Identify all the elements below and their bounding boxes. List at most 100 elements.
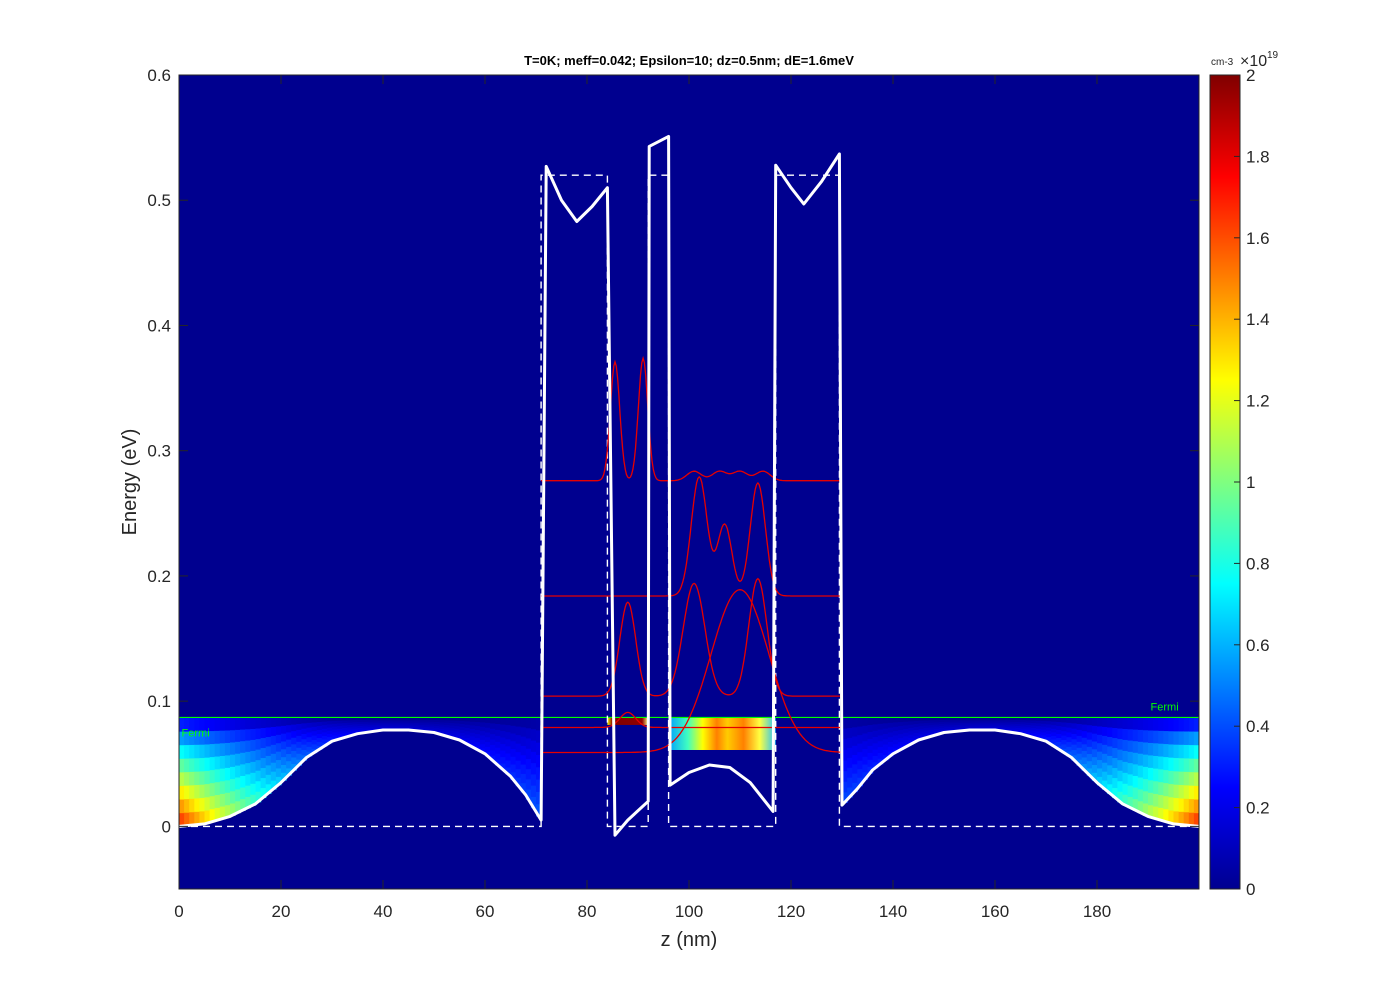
density-right-contact [1188, 771, 1195, 786]
density-left-contact [209, 769, 216, 784]
density-left-contact [204, 730, 211, 745]
density-right-contact [1025, 729, 1032, 732]
density-right-contact [1127, 728, 1134, 741]
density-left-contact [347, 722, 353, 725]
density-right-contact [887, 727, 894, 733]
density-left-contact [469, 717, 476, 722]
density-left-contact [347, 726, 353, 730]
density-left-contact [525, 748, 532, 759]
density-right-contact [1173, 784, 1180, 799]
colorbar-tick-label: 1.8 [1246, 147, 1270, 166]
density-left-contact [245, 739, 251, 752]
density-right-contact [893, 748, 899, 753]
density-right-contact [969, 717, 976, 720]
density-right-contact [1081, 743, 1088, 751]
density-right-contact [1178, 757, 1185, 772]
density-left-contact [326, 730, 333, 734]
density-left-contact [326, 723, 333, 728]
density-left-contact [449, 732, 455, 736]
density-right-contact [954, 722, 960, 725]
density-right-contact [995, 725, 1001, 728]
density-left-contact [224, 792, 231, 806]
density-right-contact [969, 722, 976, 725]
density-right-contact [1076, 723, 1083, 730]
density-right-contact [1117, 717, 1124, 729]
density-left-contact [265, 717, 272, 728]
density-left-contact [454, 717, 461, 721]
density-left-contact [352, 730, 359, 733]
density-left-contact [250, 794, 257, 806]
density-left-contact [510, 740, 517, 750]
density-right-contact [918, 731, 925, 735]
density-right-contact [898, 717, 904, 723]
plot-background [179, 75, 1199, 889]
density-left-contact [179, 785, 185, 800]
density-right-contact [893, 739, 899, 745]
density-left-contact [204, 783, 211, 798]
density-left-contact [326, 726, 333, 731]
density-left-contact [393, 726, 399, 729]
density-right-contact [842, 770, 848, 782]
density-right-contact [882, 722, 889, 729]
density-right-contact [857, 768, 863, 778]
colorbar-tick-label: 1.2 [1246, 392, 1270, 411]
density-left-contact [224, 767, 231, 781]
density-right-contact [1025, 724, 1032, 728]
density-left-contact [184, 730, 190, 746]
density-right-contact [1173, 744, 1180, 759]
density-right-contact [1117, 780, 1124, 792]
density-left-contact [281, 772, 287, 781]
density-left-contact [270, 762, 277, 772]
density-right-contact [877, 752, 884, 759]
density-right-contact [1010, 717, 1016, 720]
density-right-contact [1112, 767, 1118, 779]
density-right-contact [1061, 739, 1067, 745]
density-left-contact [301, 738, 308, 745]
density-right-contact [1193, 771, 1199, 786]
density-left-contact [418, 727, 425, 731]
density-left-contact [469, 724, 476, 730]
density-right-contact [1000, 719, 1006, 722]
density-left-contact [179, 771, 185, 786]
density-left-contact [454, 722, 461, 727]
density-left-contact [291, 743, 297, 751]
chart-title: T=0K; meff=0.042; Epsilon=10; dz=0.5nm; … [524, 53, 854, 68]
density-right-contact [959, 719, 965, 722]
density-right-contact [1030, 729, 1037, 734]
density-left-contact [316, 737, 323, 742]
x-tick-label: 180 [1083, 902, 1111, 921]
density-left-contact [362, 725, 369, 728]
density-left-contact [495, 759, 501, 766]
density-right-contact [1137, 788, 1144, 802]
density-right-contact [1097, 717, 1103, 727]
density-left-contact [296, 747, 302, 754]
density-left-contact [520, 717, 527, 728]
density-left-contact [459, 735, 466, 739]
density-right-contact [1086, 724, 1093, 733]
density-left-contact [275, 767, 282, 777]
density-left-contact [260, 747, 267, 759]
density-right-contact [989, 720, 996, 723]
density-left-contact [500, 730, 506, 738]
density-right-contact [908, 734, 914, 739]
density-right-contact [1051, 724, 1057, 729]
density-left-contact [245, 796, 251, 809]
density-right-contact [944, 722, 950, 726]
density-right-contact [887, 736, 894, 743]
density-right-contact [928, 722, 935, 726]
density-left-contact [199, 810, 206, 825]
density-left-contact [337, 725, 343, 729]
density-right-contact [1025, 722, 1032, 725]
density-wide-well [668, 717, 776, 750]
density-right-contact [1035, 717, 1042, 721]
colorbar-tick-label: 0 [1246, 880, 1255, 899]
density-right-contact [1107, 745, 1113, 756]
density-left-contact [439, 721, 445, 725]
density-left-contact [393, 718, 399, 722]
density-right-contact [1163, 769, 1169, 784]
density-left-contact [255, 791, 262, 803]
density-right-contact [1005, 721, 1011, 724]
density-right-contact [1015, 721, 1022, 724]
density-left-contact [510, 771, 517, 781]
density-left-contact [469, 735, 476, 741]
